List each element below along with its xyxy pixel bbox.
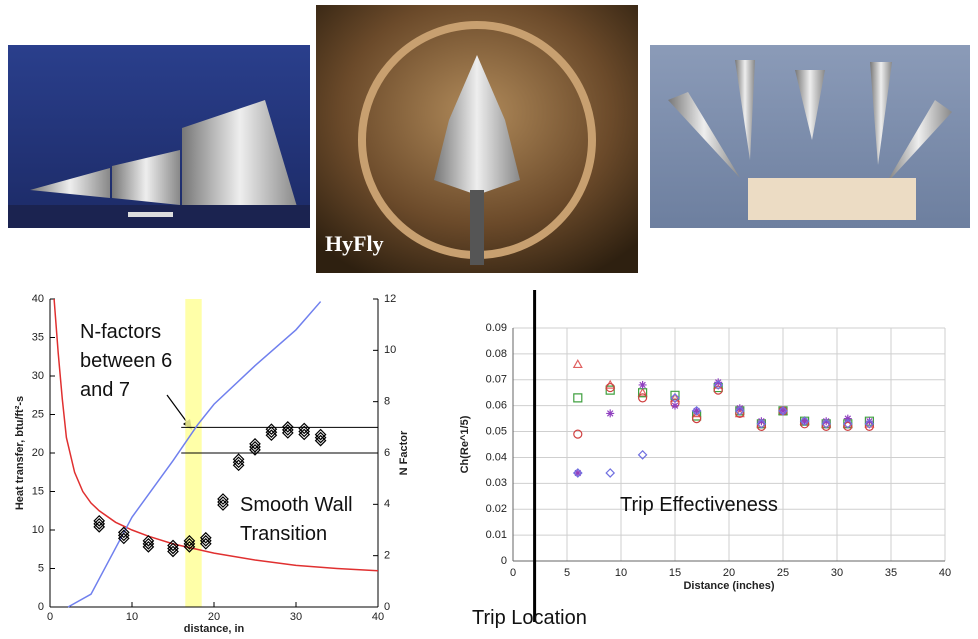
photo-wind-tunnel: HyFly — [316, 5, 638, 273]
marker-shadow — [266, 424, 276, 434]
marker — [822, 417, 830, 425]
marker — [574, 360, 582, 367]
legend-marker — [218, 494, 228, 504]
trip-location-label: Trip Location — [472, 604, 587, 633]
marker — [299, 426, 309, 436]
marker-shadow — [283, 428, 293, 438]
y2-tick-label: 4 — [384, 498, 390, 510]
marker — [266, 427, 276, 437]
marker-shadow — [201, 539, 211, 549]
x-tick-label: 35 — [885, 567, 897, 579]
y-tick-label: 20 — [32, 447, 44, 459]
y-tick-label: 0.04 — [486, 451, 507, 463]
y-tick-label: 35 — [32, 331, 44, 343]
marker — [606, 469, 614, 477]
y-tick-label: 30 — [32, 370, 44, 382]
y-tick-label: 0 — [38, 601, 44, 613]
marker-shadow — [299, 429, 309, 439]
x-tick-label: 10 — [126, 611, 138, 623]
y-tick-label: 0.05 — [486, 425, 507, 437]
marker — [639, 394, 647, 402]
annotation: N-factors between 6 and 7 — [80, 318, 190, 405]
x-tick-label: 40 — [939, 567, 951, 579]
y-tick-label: 0.09 — [486, 322, 507, 334]
marker — [94, 519, 104, 529]
x-tick-label: 40 — [372, 611, 384, 623]
marker — [234, 457, 244, 467]
y-tick-label: 40 — [32, 293, 44, 305]
y2-tick-label: 6 — [384, 447, 390, 459]
photo-caption: HyFly — [325, 231, 384, 256]
x-tick-label: 5 — [564, 567, 570, 579]
y-tick-label: 5 — [38, 562, 44, 574]
marker-shadow — [234, 460, 244, 470]
y-axis-title: Ch(Re^1/5) — [459, 415, 471, 473]
marker-shadow — [250, 439, 260, 449]
y-tick-label: 10 — [32, 524, 44, 536]
y-tick-label: 0 — [501, 555, 507, 567]
y-tick-label: 0.03 — [486, 477, 507, 489]
marker — [714, 386, 722, 394]
marker — [574, 394, 582, 402]
y2-tick-label: 12 — [384, 293, 396, 305]
x-axis-title: Distance (inches) — [683, 580, 774, 592]
marker — [574, 469, 582, 477]
y2-tick-label: 2 — [384, 550, 390, 562]
y2-tick-label: 8 — [384, 396, 390, 408]
marker — [736, 404, 744, 412]
x-tick-label: 30 — [290, 611, 302, 623]
photo-nose-tips — [650, 45, 970, 228]
marker-shadow — [266, 430, 276, 440]
photo-cones-models — [8, 45, 310, 228]
marker-shadow — [168, 546, 178, 556]
marker-shadow — [94, 516, 104, 526]
marker-shadow — [143, 542, 153, 552]
marker — [779, 407, 787, 415]
marker — [250, 442, 260, 452]
marker — [639, 381, 647, 389]
y-axis-title: Heat transfer, btu/ft²-s — [14, 396, 26, 510]
legend-marker — [218, 497, 228, 507]
marker — [844, 422, 852, 430]
x-tick-label: 25 — [777, 567, 789, 579]
marker — [143, 539, 153, 549]
annotation: Trip Effectiveness — [620, 491, 778, 520]
marker-shadow — [299, 423, 309, 433]
marker — [606, 384, 614, 392]
marker — [714, 378, 722, 386]
y2-axis-title: N Factor — [398, 430, 410, 475]
marker — [844, 415, 852, 423]
marker-shadow — [201, 533, 211, 543]
x-tick-label: 20 — [723, 567, 735, 579]
x-tick-label: 15 — [669, 567, 681, 579]
marker — [201, 536, 211, 546]
marker — [283, 425, 293, 435]
marker — [671, 402, 679, 410]
x-tick-label: 10 — [615, 567, 627, 579]
y-tick-label: 0.06 — [486, 400, 507, 412]
marker — [316, 433, 326, 443]
y-tick-label: 0.02 — [486, 503, 507, 515]
x-tick-label: 30 — [831, 567, 843, 579]
y2-tick-label: 10 — [384, 344, 396, 356]
marker-shadow — [316, 430, 326, 440]
marker — [693, 415, 701, 423]
y-tick-label: 0.08 — [486, 348, 507, 360]
x-tick-label: 0 — [47, 611, 53, 623]
y-tick-label: 0.07 — [486, 374, 507, 386]
y-tick-label: 25 — [32, 408, 44, 420]
x-tick-label: 20 — [208, 611, 220, 623]
slide: { "photo_caption": "HyFly", "chart_data"… — [0, 0, 978, 639]
legend-marker — [218, 500, 228, 510]
marker — [606, 409, 614, 417]
marker-shadow — [316, 436, 326, 446]
marker-shadow — [234, 454, 244, 464]
y2-tick-label: 0 — [384, 601, 390, 613]
legend-label: Smooth Wall Transition — [240, 491, 370, 549]
y-tick-label: 15 — [32, 485, 44, 497]
marker-shadow — [94, 522, 104, 532]
x-tick-label: 0 — [510, 567, 516, 579]
x-axis-title: distance, in — [184, 623, 245, 635]
y-tick-label: 0.01 — [486, 529, 507, 541]
